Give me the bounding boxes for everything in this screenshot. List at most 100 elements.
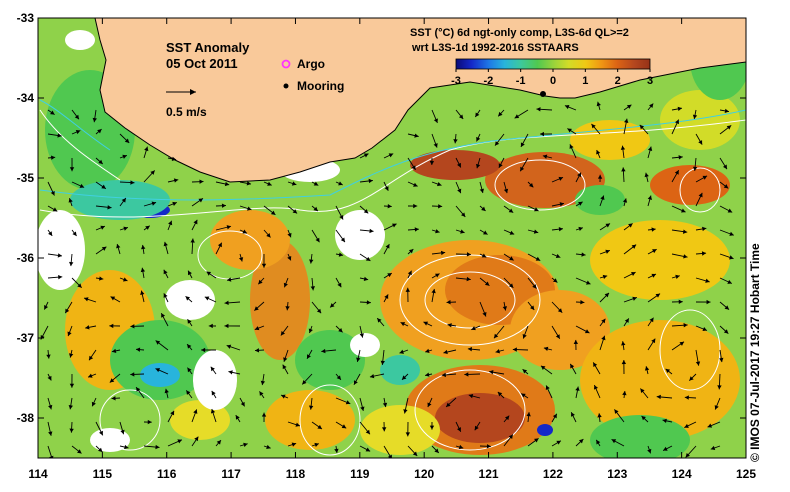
vector-scale-label: 0.5 m/s — [166, 105, 207, 119]
current-vector-head — [457, 188, 462, 194]
current-vector-head — [681, 208, 686, 213]
current-vector-head — [130, 324, 135, 329]
current-vector-head — [123, 226, 128, 231]
current-vector-head — [639, 124, 645, 130]
current-vector-head — [433, 118, 438, 123]
current-vector-head — [188, 270, 192, 276]
current-vector-head — [266, 444, 271, 450]
current-vector-head — [727, 208, 733, 213]
current-vector-head — [69, 383, 75, 388]
current-vector-head — [287, 255, 292, 261]
current-vector-head — [185, 296, 191, 301]
current-vector-head — [97, 447, 103, 453]
current-vector-head — [498, 111, 503, 117]
current-vector-head — [545, 385, 550, 390]
current-vector-head — [187, 344, 192, 349]
current-vector-head — [431, 288, 436, 294]
current-vector-head — [48, 431, 53, 436]
current-vector-head — [50, 155, 56, 160]
current-vector-head — [475, 163, 481, 169]
current-vector-head — [429, 425, 435, 430]
current-vector-head — [190, 238, 195, 243]
current-vector-head — [194, 436, 199, 442]
colorbar-tick-label: 2 — [615, 75, 621, 87]
current-vector-head — [240, 401, 245, 407]
colorbar-tick-label: -1 — [516, 75, 526, 87]
current-vector-head — [140, 290, 145, 296]
current-vector-head — [508, 208, 514, 213]
current-vector-head — [435, 229, 440, 234]
colorbar-gradient — [455, 58, 651, 70]
current-vector-head — [243, 442, 248, 447]
current-vector-head — [577, 172, 582, 178]
current-vector-head — [337, 282, 342, 288]
current-vector-head — [575, 386, 580, 391]
current-vector-head — [155, 340, 161, 345]
current-vector-head — [173, 178, 179, 183]
current-vector-head — [187, 367, 192, 373]
current-vector-head — [198, 198, 203, 203]
current-vector-head — [468, 393, 474, 399]
current-vector-head — [365, 256, 371, 261]
x-tick-label: 114 — [28, 467, 48, 481]
current-vector-head — [291, 181, 297, 186]
current-vector-head — [535, 256, 541, 261]
current-vector-head — [684, 423, 689, 428]
current-vector-head — [261, 263, 267, 268]
current-vector-head — [597, 413, 602, 418]
current-vector-head — [701, 251, 707, 256]
current-vector-head — [498, 163, 503, 168]
current-vector-head — [593, 385, 598, 390]
current-vector-head — [338, 327, 343, 333]
current-vector-head — [47, 375, 52, 381]
current-vector-head — [356, 357, 361, 362]
current-vector-head — [151, 201, 157, 206]
current-vector-head — [48, 231, 53, 236]
current-vector-head — [339, 215, 344, 220]
current-vector-head — [605, 249, 610, 254]
current-vector-head — [85, 325, 90, 330]
current-vector-head — [285, 306, 290, 311]
current-vector-head — [68, 198, 73, 203]
current-vector-head — [503, 188, 509, 194]
current-vector-head — [647, 195, 652, 200]
current-vector-head — [88, 373, 93, 378]
y-tick-label: -33 — [17, 11, 35, 25]
current-vector-head — [411, 165, 416, 170]
current-vector-head — [719, 357, 724, 363]
current-vector-head — [651, 227, 656, 232]
current-vector-head — [481, 253, 487, 258]
current-vector-head — [662, 418, 667, 424]
current-vector-head — [605, 223, 611, 228]
current-vector-head — [380, 360, 385, 365]
current-vector-head — [224, 181, 230, 187]
current-vector-head — [210, 366, 215, 372]
current-vector-head — [98, 159, 103, 165]
current-vector-head — [717, 385, 722, 390]
argo-icon — [281, 59, 291, 69]
current-vector-head — [242, 229, 248, 234]
map-title: SST Anomaly — [166, 40, 250, 55]
current-vector-head — [204, 296, 210, 301]
current-vector-head — [136, 387, 141, 392]
current-vectors — [40, 101, 735, 458]
current-vector-head — [338, 252, 344, 257]
current-vector-head — [89, 355, 94, 361]
current-vector-head — [186, 390, 191, 395]
current-vector-head — [366, 300, 371, 305]
current-vector-head — [228, 370, 233, 375]
current-vector-head — [558, 226, 563, 232]
current-vector-head — [570, 363, 575, 369]
current-vector-head — [46, 354, 51, 359]
current-vector-head — [254, 348, 260, 353]
current-vector-head — [652, 249, 657, 254]
current-vector-head — [502, 306, 508, 311]
current-vector-head — [495, 349, 501, 354]
current-vector-head — [52, 207, 58, 212]
current-vector-head — [536, 107, 541, 112]
current-vector-head — [722, 164, 727, 170]
current-vector-head — [586, 280, 591, 285]
current-vector-head — [57, 133, 62, 138]
current-vector-head — [260, 380, 266, 386]
current-vector-head — [555, 253, 561, 258]
